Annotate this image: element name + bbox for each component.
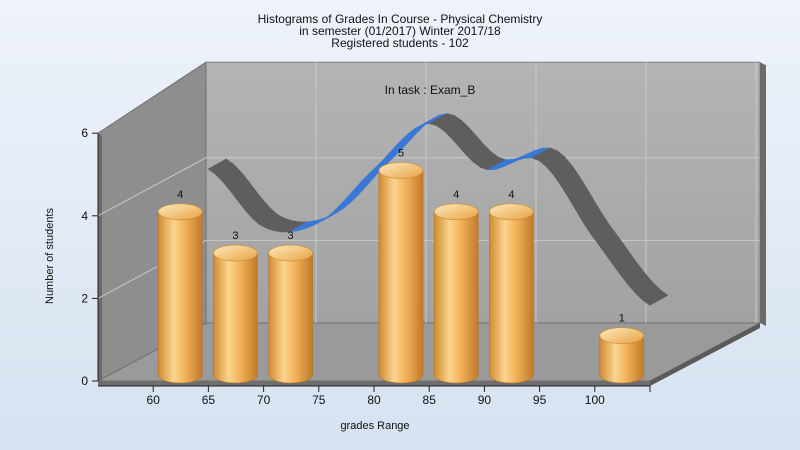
bar-body bbox=[489, 211, 534, 384]
bar-cap bbox=[378, 162, 424, 179]
x-tick-label: 85 bbox=[423, 393, 437, 407]
bar-body bbox=[268, 252, 313, 384]
bar-data-label: 5 bbox=[398, 148, 404, 160]
x-tick-label: 60 bbox=[147, 393, 161, 407]
x-tick-label: 65 bbox=[202, 393, 216, 407]
trend-ribbon-segment bbox=[641, 289, 669, 306]
floor-edge-side bbox=[650, 323, 760, 386]
bar-cap bbox=[157, 203, 203, 221]
x-tick-label: 95 bbox=[533, 393, 547, 407]
bar-body bbox=[599, 335, 645, 384]
x-tick-label: 90 bbox=[478, 393, 492, 407]
y-tick-label: 6 bbox=[81, 126, 88, 140]
bar-body bbox=[213, 252, 258, 384]
x-tick-label: 100 bbox=[585, 393, 605, 407]
bar-body bbox=[378, 170, 424, 384]
bar-data-label: 4 bbox=[453, 189, 459, 201]
x-tick-label: 75 bbox=[312, 393, 326, 407]
bar-data-label: 1 bbox=[619, 313, 625, 325]
x-axis-title: grades Range bbox=[340, 420, 410, 432]
bar bbox=[433, 203, 479, 384]
x-tick-label: 70 bbox=[257, 393, 271, 407]
chart-title-line-2: in semester (01/2017) Winter 2017/18 bbox=[299, 24, 501, 38]
chart-title-line-1: Histograms of Grades In Course - Physica… bbox=[257, 12, 543, 26]
gridline-h bbox=[97, 157, 760, 217]
bar-data-label: 3 bbox=[232, 230, 238, 242]
chart-title-line-3: Registered students - 102 bbox=[331, 36, 469, 50]
y-axis-title: Number of students bbox=[44, 208, 56, 304]
bar-cap bbox=[599, 327, 645, 345]
bar-data-label: 3 bbox=[288, 230, 294, 242]
bar-data-label: 4 bbox=[177, 189, 183, 201]
bar-cap bbox=[213, 244, 258, 262]
bar bbox=[157, 203, 203, 384]
bar bbox=[378, 162, 424, 384]
bar-cap bbox=[268, 244, 313, 262]
bar-body bbox=[157, 211, 203, 384]
bar-cap bbox=[433, 203, 479, 221]
bar-body bbox=[433, 211, 479, 384]
bar bbox=[489, 203, 534, 384]
bar-cap bbox=[489, 203, 534, 221]
y-tick-label: 4 bbox=[81, 209, 88, 223]
back-wall-edge bbox=[760, 62, 766, 326]
bar bbox=[599, 327, 645, 384]
gridline-h bbox=[97, 239, 760, 299]
chart-subtitle: In task : Exam_B bbox=[384, 83, 476, 97]
y-tick-label: 2 bbox=[81, 291, 88, 305]
x-tick-label: 80 bbox=[367, 393, 381, 407]
bar bbox=[268, 244, 313, 384]
bar-data-label: 4 bbox=[508, 189, 514, 201]
side-wall-edge bbox=[98, 133, 102, 384]
bar bbox=[213, 244, 258, 384]
y-tick-label: 0 bbox=[81, 374, 88, 388]
